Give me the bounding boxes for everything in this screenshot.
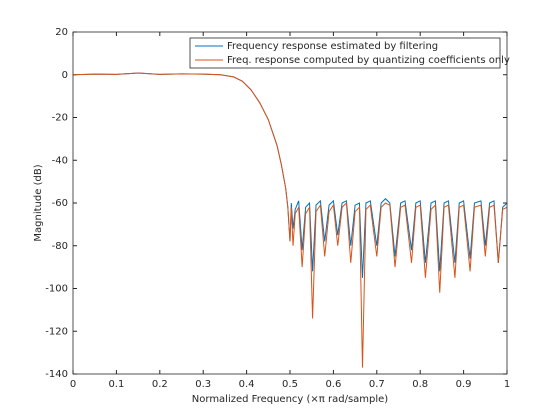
x-tick-label: 0.5 [282, 379, 298, 390]
x-tick-label: 0.3 [195, 379, 211, 390]
y-tick-label: -140 [45, 369, 68, 380]
y-tick-label: -80 [52, 241, 68, 252]
x-axis-label: Normalized Frequency (×π rad/sample) [192, 394, 389, 405]
x-tick-label: 0.9 [456, 379, 472, 390]
y-axis-label: Magnitude (dB) [33, 164, 44, 241]
x-tick-label: 0.2 [152, 379, 168, 390]
legend-label: Frequency response estimated by filterin… [227, 41, 438, 52]
x-tick-label: 0.7 [369, 379, 385, 390]
y-tick-label: 0 [62, 70, 68, 81]
y-tick-label: -20 [52, 113, 68, 124]
legend-box [189, 37, 501, 69]
x-tick-label: 0.1 [108, 379, 124, 390]
x-tick-label: 0.8 [412, 379, 428, 390]
y-tick-label: 20 [55, 27, 68, 38]
plot-area [73, 32, 507, 374]
x-tick-label: 0 [70, 379, 76, 390]
legend-label: Freq. response computed by quantizing co… [227, 55, 510, 66]
y-tick-label: -100 [45, 284, 68, 295]
y-tick-label: -40 [52, 155, 68, 166]
y-tick-label: -120 [45, 326, 68, 337]
x-tick-label: 0.4 [239, 379, 255, 390]
y-tick-label: -60 [52, 198, 68, 209]
x-tick-label: 0.6 [325, 379, 341, 390]
series-line [72, 72, 508, 368]
x-tick-label: 1 [504, 379, 510, 390]
axes-box [72, 31, 508, 375]
